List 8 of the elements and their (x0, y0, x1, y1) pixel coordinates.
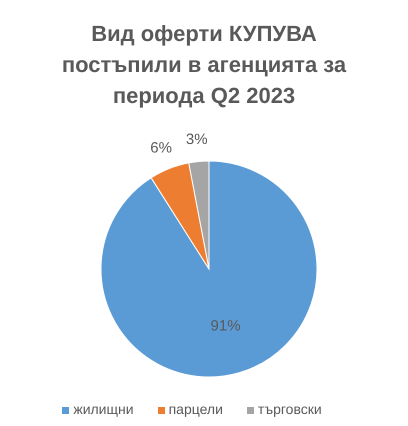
data-label: 3% (186, 131, 208, 148)
legend-label: жилищни (73, 401, 134, 417)
data-label: 6% (150, 140, 172, 157)
legend-label: търговски (258, 401, 322, 417)
legend-label: парцели (168, 401, 223, 417)
chart-title: Вид оферти КУПУВА постъпили в агенцията за периода Q2 2023 (60, 20, 348, 110)
pie-slice (100, 160, 318, 378)
data-label: 91% (210, 318, 241, 335)
